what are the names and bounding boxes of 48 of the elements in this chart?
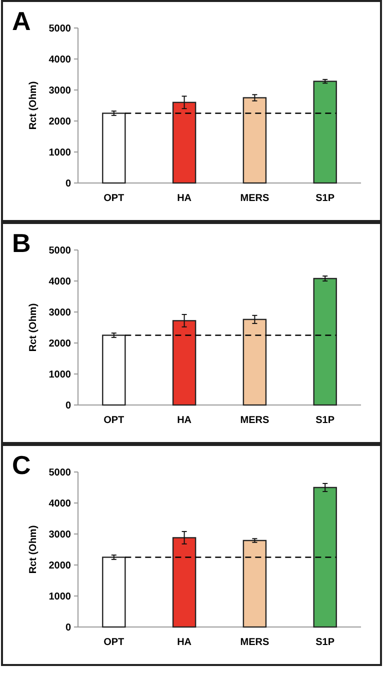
y-tick-label: 1000 xyxy=(48,370,72,380)
y-tick-label: 3000 xyxy=(48,308,72,318)
y-tick-label: 2000 xyxy=(48,560,72,572)
y-tick-label: 5000 xyxy=(48,468,72,478)
chart-title: C xyxy=(12,450,31,480)
y-tick-label: 1000 xyxy=(48,592,72,602)
x-tick-label: OPT xyxy=(104,415,124,426)
y-tick-label: 5000 xyxy=(48,246,72,256)
chart-title: A xyxy=(12,6,31,36)
bar xyxy=(172,320,196,406)
x-tick-label: MERS xyxy=(240,415,270,426)
bar xyxy=(242,318,267,406)
y-tick-label: 1000 xyxy=(48,148,72,158)
x-tick-label: S1P xyxy=(316,193,335,204)
bar xyxy=(242,97,267,184)
x-tick-label: HA xyxy=(177,637,192,648)
bar xyxy=(313,278,337,406)
x-tick-label: OPT xyxy=(104,193,124,204)
y-tick-label: 0 xyxy=(65,622,72,634)
x-tick-label: S1P xyxy=(316,415,335,426)
bar xyxy=(313,80,337,184)
y-axis-title: Rct (Ohm) xyxy=(28,525,39,574)
chart-title: B xyxy=(12,228,31,258)
y-tick-label: 2000 xyxy=(48,116,72,128)
y-tick-label: 2000 xyxy=(48,338,72,350)
x-tick-label: OPT xyxy=(104,637,124,648)
x-tick-label: HA xyxy=(177,415,192,426)
x-tick-label: MERS xyxy=(240,193,270,204)
bar xyxy=(102,112,126,184)
bar xyxy=(172,537,196,628)
y-tick-label: 4000 xyxy=(48,54,72,66)
y-tick-label: 0 xyxy=(65,178,72,190)
y-axis-title: Rct (Ohm) xyxy=(28,81,39,130)
y-tick-label: 4000 xyxy=(48,498,72,510)
x-tick-label: HA xyxy=(177,193,192,204)
bar xyxy=(102,334,126,406)
x-tick-label: MERS xyxy=(240,637,270,648)
x-tick-label: S1P xyxy=(316,637,335,648)
y-axis-title: Rct (Ohm) xyxy=(28,303,39,352)
y-tick-label: 4000 xyxy=(48,276,72,288)
bar xyxy=(242,540,267,628)
y-tick-label: 5000 xyxy=(48,24,72,34)
y-tick-label: 3000 xyxy=(48,86,72,96)
y-tick-label: 3000 xyxy=(48,530,72,540)
bar xyxy=(172,102,196,184)
bar xyxy=(313,486,337,628)
y-tick-label: 0 xyxy=(65,400,72,412)
bar xyxy=(102,556,126,628)
